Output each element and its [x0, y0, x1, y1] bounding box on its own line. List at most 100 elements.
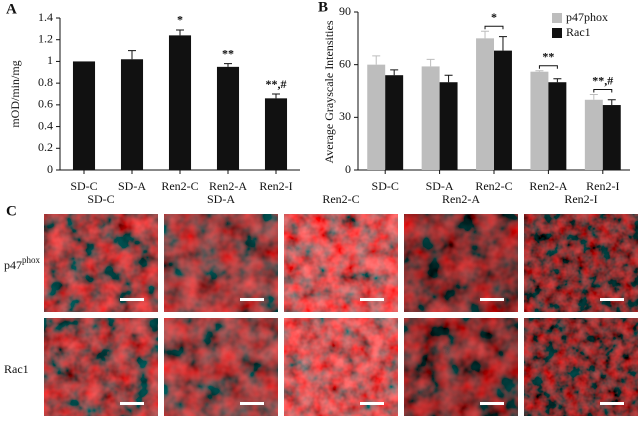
micrograph	[44, 214, 158, 312]
row-label-text: p47	[4, 258, 22, 272]
bracket	[484, 25, 504, 30]
y-tick-label: 0	[345, 162, 351, 176]
scale-bar	[480, 402, 504, 405]
bar	[421, 66, 440, 170]
annotation: **,#	[592, 73, 613, 87]
error-bar	[390, 69, 399, 76]
micrograph	[524, 214, 638, 312]
error-bar	[176, 29, 184, 36]
legend-swatch	[552, 28, 562, 38]
scale-bar	[240, 298, 264, 301]
bar	[548, 82, 567, 170]
column-label: Ren2-I	[564, 192, 597, 206]
x-tick-label: SD-C	[70, 179, 97, 193]
error-bar	[553, 78, 562, 83]
y-tick-label: 0.6	[38, 97, 53, 111]
y-tick-label: 1.2	[38, 31, 53, 45]
bracket	[593, 89, 613, 93]
bar	[168, 35, 192, 170]
micrograph	[284, 318, 398, 416]
annotation: **,#	[266, 77, 287, 91]
micrograph	[524, 318, 638, 416]
annotation: **	[222, 46, 234, 60]
y-tick-label: 90	[339, 4, 351, 18]
error-bar	[426, 58, 435, 67]
bar	[120, 59, 144, 170]
bar	[385, 75, 404, 170]
x-tick-label: Ren2-A	[209, 179, 247, 193]
bar	[264, 98, 288, 170]
scale-bar	[240, 402, 264, 405]
error-bar	[589, 94, 598, 100]
micrograph	[284, 214, 398, 312]
bar	[72, 61, 96, 170]
x-tick-label: Ren2-I	[586, 179, 619, 193]
scale-bar	[120, 402, 144, 405]
y-tick-label: 30	[339, 109, 351, 123]
panel-label: C	[6, 203, 17, 219]
error-bar	[372, 55, 381, 65]
micrograph	[404, 318, 518, 416]
scale-bar	[360, 402, 384, 405]
scale-bar	[360, 298, 384, 301]
y-axis-label: Average Grayscale Intensities	[322, 20, 336, 163]
bar	[584, 99, 603, 170]
error-bar	[272, 93, 280, 99]
annotation: **	[542, 50, 554, 64]
x-tick-label: SD-C	[372, 179, 399, 193]
y-tick-label: 0.4	[38, 118, 53, 132]
row-label: Rac1	[4, 362, 29, 376]
row-label: p47phox	[4, 255, 41, 272]
annotation: *	[177, 13, 183, 27]
column-label: SD-A	[207, 192, 235, 206]
bar	[476, 38, 494, 171]
error-bar	[128, 50, 136, 60]
column-label: SD-C	[87, 192, 114, 206]
x-tick-label: Ren2-C	[475, 179, 512, 193]
legend-swatch	[552, 13, 562, 23]
x-tick-label: Ren2-A	[529, 179, 567, 193]
error-bar	[498, 36, 507, 51]
y-tick-label: 1	[47, 53, 53, 67]
error-bar	[535, 70, 544, 72]
panel-label: A	[6, 1, 17, 17]
scale-bar	[600, 402, 624, 405]
y-tick-label: 1.4	[38, 10, 53, 24]
x-tick-label: Ren2-I	[259, 179, 292, 193]
row-label-text: Rac1	[4, 362, 29, 376]
bar	[530, 71, 549, 170]
scale-bar	[480, 298, 504, 301]
micrograph	[164, 318, 278, 416]
x-tick-label: SD-A	[118, 179, 146, 193]
y-axis-label: mOD/min/mg	[8, 60, 22, 127]
y-tick-label: 60	[339, 56, 351, 70]
column-label: Ren2-A	[442, 192, 480, 206]
row-label-superscript: phox	[22, 255, 41, 265]
micrograph	[404, 214, 518, 312]
annotation: *	[491, 10, 497, 24]
bar	[216, 66, 240, 170]
y-tick-label: 0	[47, 162, 53, 176]
legend-label: p47phox	[566, 10, 608, 24]
error-bar	[224, 63, 232, 67]
bracket	[538, 65, 558, 69]
y-tick-label: 0.8	[38, 75, 53, 89]
error-bar	[444, 74, 453, 83]
scale-bar	[600, 298, 624, 301]
column-label: Ren2-C	[322, 192, 359, 206]
error-bar	[481, 30, 490, 39]
legend-label: Rac1	[566, 25, 591, 39]
y-tick-label: 0.2	[38, 140, 53, 154]
x-tick-label: SD-A	[426, 179, 454, 193]
bar	[602, 105, 621, 170]
panel-label: B	[318, 0, 328, 15]
bar	[439, 82, 458, 170]
bar	[494, 50, 512, 170]
micrograph	[44, 318, 158, 416]
error-bar	[607, 99, 616, 106]
x-tick-label: Ren2-C	[161, 179, 198, 193]
scale-bar	[120, 298, 144, 301]
bar	[367, 64, 386, 170]
micrograph	[164, 214, 278, 312]
